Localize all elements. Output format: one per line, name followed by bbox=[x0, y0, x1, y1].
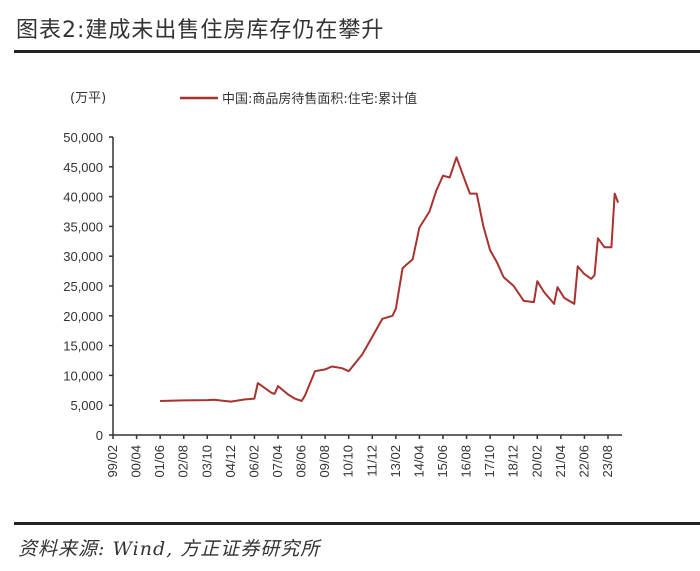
source-note: 资料来源: Wind, 方正证券研究所 bbox=[18, 538, 321, 560]
y-tick-label: 45,000 bbox=[63, 160, 103, 175]
x-tick-label: 20/02 bbox=[529, 445, 544, 478]
y-tick-label: 5,000 bbox=[70, 398, 103, 413]
x-tick-label: 09/08 bbox=[317, 445, 332, 478]
x-tick-label: 17/10 bbox=[482, 445, 497, 478]
x-tick-label: 01/06 bbox=[152, 445, 167, 478]
x-tick-label: 11/12 bbox=[364, 445, 379, 477]
y-tick-label: 20,000 bbox=[63, 309, 103, 324]
y-tick-label: 35,000 bbox=[63, 219, 103, 234]
y-tick-label: 30,000 bbox=[63, 249, 103, 264]
y-tick-label: 10,000 bbox=[63, 368, 103, 383]
legend: 中国:商品房待售面积:住宅:累计值 bbox=[180, 91, 417, 107]
y-tick-label: 0 bbox=[96, 428, 103, 443]
y-axis-unit: (万平) bbox=[70, 91, 106, 106]
y-axis: 0 5,000 10,000 15,000 20,000 25,000 30,000 35,0… bbox=[63, 130, 114, 443]
x-tick-label: 13/02 bbox=[388, 445, 403, 478]
y-tick-label: 25,000 bbox=[63, 279, 103, 294]
x-tick-label: 15/06 bbox=[435, 445, 450, 478]
title-divider bbox=[14, 50, 700, 53]
source-divider bbox=[14, 522, 700, 525]
x-tick-label: 16/08 bbox=[459, 445, 474, 478]
chart-title: 图表2:建成未出售住房库存仍在攀升 bbox=[16, 18, 385, 43]
x-tick-label: 04/12 bbox=[223, 445, 238, 478]
x-tick-label: 22/06 bbox=[576, 445, 591, 478]
y-tick-label: 50,000 bbox=[63, 130, 103, 145]
x-tick-label: 21/04 bbox=[553, 445, 568, 478]
x-tick-label: 07/04 bbox=[270, 445, 285, 478]
x-tick-label: 23/08 bbox=[600, 445, 615, 478]
x-tick-label: 03/10 bbox=[199, 445, 214, 478]
x-axis: 99/02 00/04 01/06 02/08 03/10 04/12 06/02 07/04… bbox=[105, 434, 622, 478]
series-line bbox=[160, 156, 620, 403]
x-tick-label: 18/12 bbox=[506, 445, 521, 478]
x-tick-label: 02/08 bbox=[176, 445, 191, 478]
x-tick-label: 10/10 bbox=[341, 445, 356, 478]
x-tick-label: 14/04 bbox=[411, 445, 426, 478]
x-tick-label: 00/04 bbox=[129, 445, 144, 478]
x-tick-label: 99/02 bbox=[105, 445, 120, 478]
x-tick-label: 08/06 bbox=[294, 445, 309, 478]
legend-label: 中国:商品房待售面积:住宅:累计值 bbox=[222, 91, 417, 107]
y-tick-label: 40,000 bbox=[63, 190, 103, 205]
y-tick-label: 15,000 bbox=[63, 339, 103, 354]
x-tick-label: 06/02 bbox=[246, 445, 261, 478]
